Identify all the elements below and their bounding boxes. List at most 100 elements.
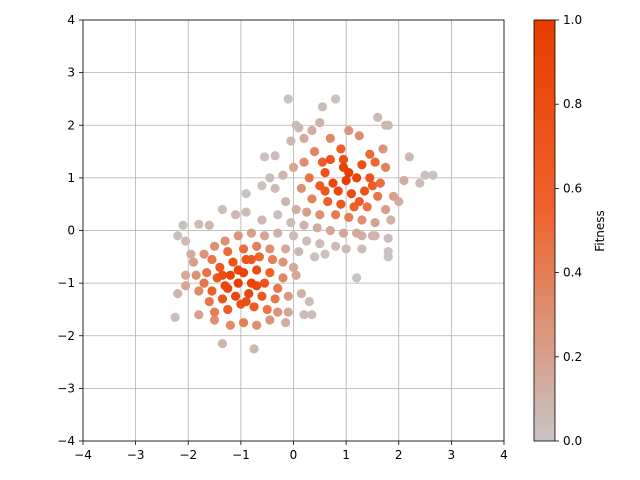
scatter-point bbox=[331, 241, 341, 251]
scatter-point bbox=[267, 254, 278, 265]
scatter-point bbox=[365, 173, 375, 183]
scatter-point bbox=[270, 151, 280, 161]
x-tick-label: −4 bbox=[74, 448, 92, 462]
scatter-point bbox=[278, 273, 288, 283]
scatter-point bbox=[265, 244, 275, 254]
scatter-point bbox=[244, 289, 254, 299]
scatter-point bbox=[346, 189, 356, 199]
colorbar-tick-label: 0.8 bbox=[563, 97, 582, 111]
scatter-point bbox=[173, 231, 183, 241]
y-tick-label: 0 bbox=[67, 224, 75, 238]
scatter-point bbox=[259, 152, 270, 162]
scatter-point bbox=[370, 218, 380, 228]
scatter-point bbox=[241, 254, 251, 265]
scatter-point bbox=[302, 236, 312, 246]
scatter-point bbox=[257, 181, 267, 191]
x-tick-label: −3 bbox=[127, 448, 145, 462]
scatter-point bbox=[291, 204, 301, 215]
scatter-point bbox=[228, 257, 238, 267]
scatter-point bbox=[207, 254, 217, 265]
x-tick-label: −1 bbox=[232, 448, 250, 462]
scatter-point bbox=[317, 157, 328, 167]
scatter-point bbox=[281, 196, 291, 207]
scatter-point bbox=[231, 291, 241, 301]
scatter-point bbox=[331, 210, 341, 220]
scatter-point bbox=[273, 210, 283, 220]
scatter-point bbox=[223, 304, 233, 315]
scatter-point bbox=[217, 294, 228, 304]
scatter-point bbox=[307, 125, 317, 136]
scatter-point bbox=[257, 215, 267, 225]
scatter-point bbox=[288, 262, 299, 272]
scatter-point bbox=[325, 225, 335, 236]
scatter-point bbox=[181, 236, 191, 246]
scatter-point bbox=[288, 231, 299, 241]
scatter-point bbox=[367, 231, 378, 241]
scatter-point bbox=[294, 123, 304, 133]
scatter-point bbox=[215, 262, 225, 272]
scatter-point bbox=[281, 244, 291, 254]
scatter-point bbox=[331, 94, 341, 104]
y-tick-label: −3 bbox=[57, 381, 75, 395]
scatter-point bbox=[383, 246, 393, 257]
scatter-point bbox=[217, 270, 228, 280]
colorbar-tick-label: 0.0 bbox=[563, 434, 582, 448]
scatter-point bbox=[344, 125, 354, 136]
scatter-point bbox=[386, 215, 396, 225]
scatter-point bbox=[352, 228, 362, 238]
scatter-point bbox=[352, 173, 362, 183]
scatter-point bbox=[249, 302, 259, 312]
scatter-point bbox=[380, 120, 391, 130]
scatter-point bbox=[317, 102, 328, 112]
scatter-point bbox=[302, 207, 312, 217]
scatter-point bbox=[254, 252, 264, 262]
colorbar-tick-label: 0.4 bbox=[563, 266, 582, 280]
scatter-point bbox=[278, 170, 288, 180]
scatter-point bbox=[170, 312, 180, 322]
scatter-point bbox=[299, 310, 309, 320]
scatter-point bbox=[341, 175, 351, 186]
scatter-point bbox=[373, 191, 383, 201]
scatter-point bbox=[209, 315, 220, 325]
scatter-point bbox=[352, 273, 362, 283]
scatter-point bbox=[296, 289, 306, 299]
scatter-point bbox=[223, 283, 233, 293]
scatter-point bbox=[380, 204, 391, 215]
y-tick-label: −1 bbox=[57, 276, 75, 290]
scatter-point bbox=[344, 168, 354, 178]
scatter-point bbox=[259, 231, 270, 241]
scatter-point bbox=[420, 170, 430, 180]
x-tick-label: 4 bbox=[500, 448, 508, 462]
colorbar-tick-label: 1.0 bbox=[563, 13, 582, 27]
scatter-point bbox=[373, 112, 383, 122]
scatter-point bbox=[188, 257, 199, 267]
scatter-point bbox=[312, 223, 322, 233]
scatter-point bbox=[265, 315, 275, 325]
scatter-point bbox=[309, 252, 320, 262]
scatter-point bbox=[191, 270, 201, 280]
scatter-point bbox=[283, 307, 293, 317]
x-tick-label: 2 bbox=[395, 448, 403, 462]
scatter-point bbox=[173, 289, 183, 299]
scatter-point bbox=[336, 199, 346, 209]
scatter-point bbox=[233, 278, 243, 288]
scatter-point bbox=[270, 183, 280, 193]
scatter-point bbox=[304, 296, 314, 307]
scatter-point bbox=[309, 146, 320, 157]
scatter-point bbox=[204, 220, 214, 230]
scatter-point bbox=[344, 212, 354, 222]
scatter-point bbox=[336, 144, 346, 154]
scatter-point bbox=[217, 204, 228, 215]
scatter-point bbox=[354, 196, 364, 207]
scatter-point bbox=[428, 170, 438, 180]
scatter-point bbox=[283, 291, 293, 301]
scatter-point bbox=[307, 194, 317, 204]
scatter-point bbox=[194, 286, 204, 296]
colorbar-label: Fitness bbox=[593, 210, 607, 252]
scatter-point bbox=[354, 131, 364, 141]
scatter-point bbox=[233, 231, 243, 241]
scatter-point bbox=[359, 186, 370, 196]
scatter-point bbox=[291, 270, 301, 280]
